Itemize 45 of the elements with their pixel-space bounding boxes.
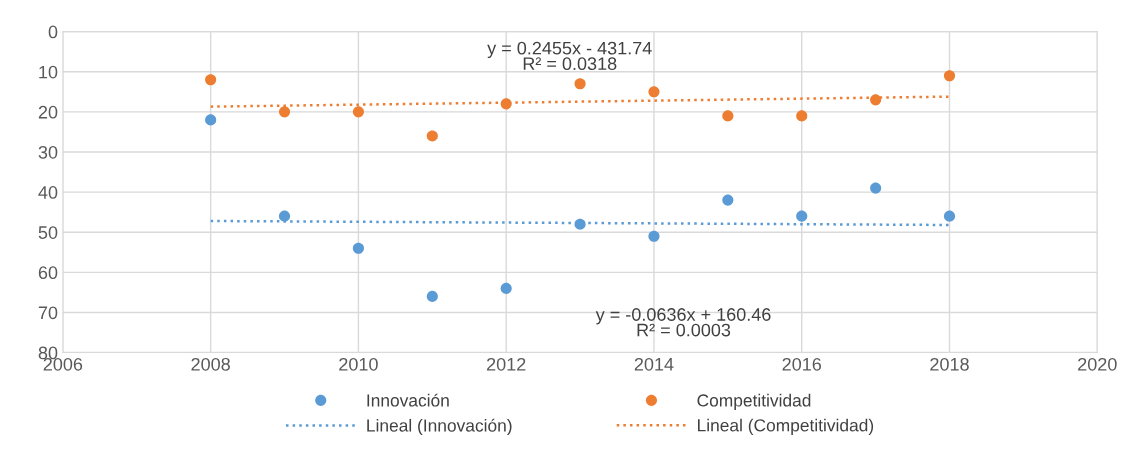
point (352, 242, 364, 254)
annotation: y = 0.2455x - 431.74 R² = 0.0318 (487, 41, 652, 71)
point (722, 110, 734, 122)
y-tick-label: 40 (38, 186, 58, 199)
legend-label: Lineal (Competitividad) (698, 418, 874, 435)
point (943, 70, 956, 82)
point (426, 290, 438, 302)
point (500, 98, 512, 110)
point (648, 86, 660, 98)
x-tick-label: 2018 (930, 357, 969, 371)
x-tick-label: 2016 (782, 357, 822, 371)
point (943, 210, 956, 222)
legend-label: Innovación (367, 393, 449, 407)
point (205, 74, 217, 86)
point (722, 194, 734, 206)
x-tick-label: 2008 (191, 357, 230, 371)
y-tick-label: 60 (38, 266, 58, 280)
x-tick-label: 2012 (487, 357, 526, 371)
y-tick-label: 30 (38, 145, 58, 159)
y-tick-label: 20 (38, 105, 58, 119)
point (352, 106, 364, 118)
annotation: y = -0.0636x + 160.46 R² = 0.0003 (595, 308, 771, 337)
point (796, 210, 808, 222)
x-tick-label: 2006 (43, 357, 83, 371)
point (870, 182, 882, 194)
x-tick-label: 2014 (634, 357, 674, 371)
point (796, 110, 808, 122)
point (574, 78, 586, 90)
y-tick-label: 0 (48, 25, 58, 39)
y-tick-label: 10 (39, 65, 58, 79)
point (426, 130, 438, 142)
point (205, 114, 217, 126)
y-tick-label: 80 (38, 346, 58, 360)
y-tick-label: 50 (38, 226, 58, 239)
point (574, 218, 586, 230)
point (870, 94, 882, 106)
point (500, 282, 512, 294)
x-tick-label: 2010 (339, 357, 378, 371)
legend-label: Competitividad (697, 393, 811, 411)
point (278, 106, 291, 118)
legend-label: Lineal (Innovación) (367, 418, 512, 436)
y-tick-label: 70 (38, 306, 58, 320)
x-tick-label: 2020 (1078, 357, 1117, 371)
point (278, 210, 291, 222)
point (648, 230, 660, 242)
